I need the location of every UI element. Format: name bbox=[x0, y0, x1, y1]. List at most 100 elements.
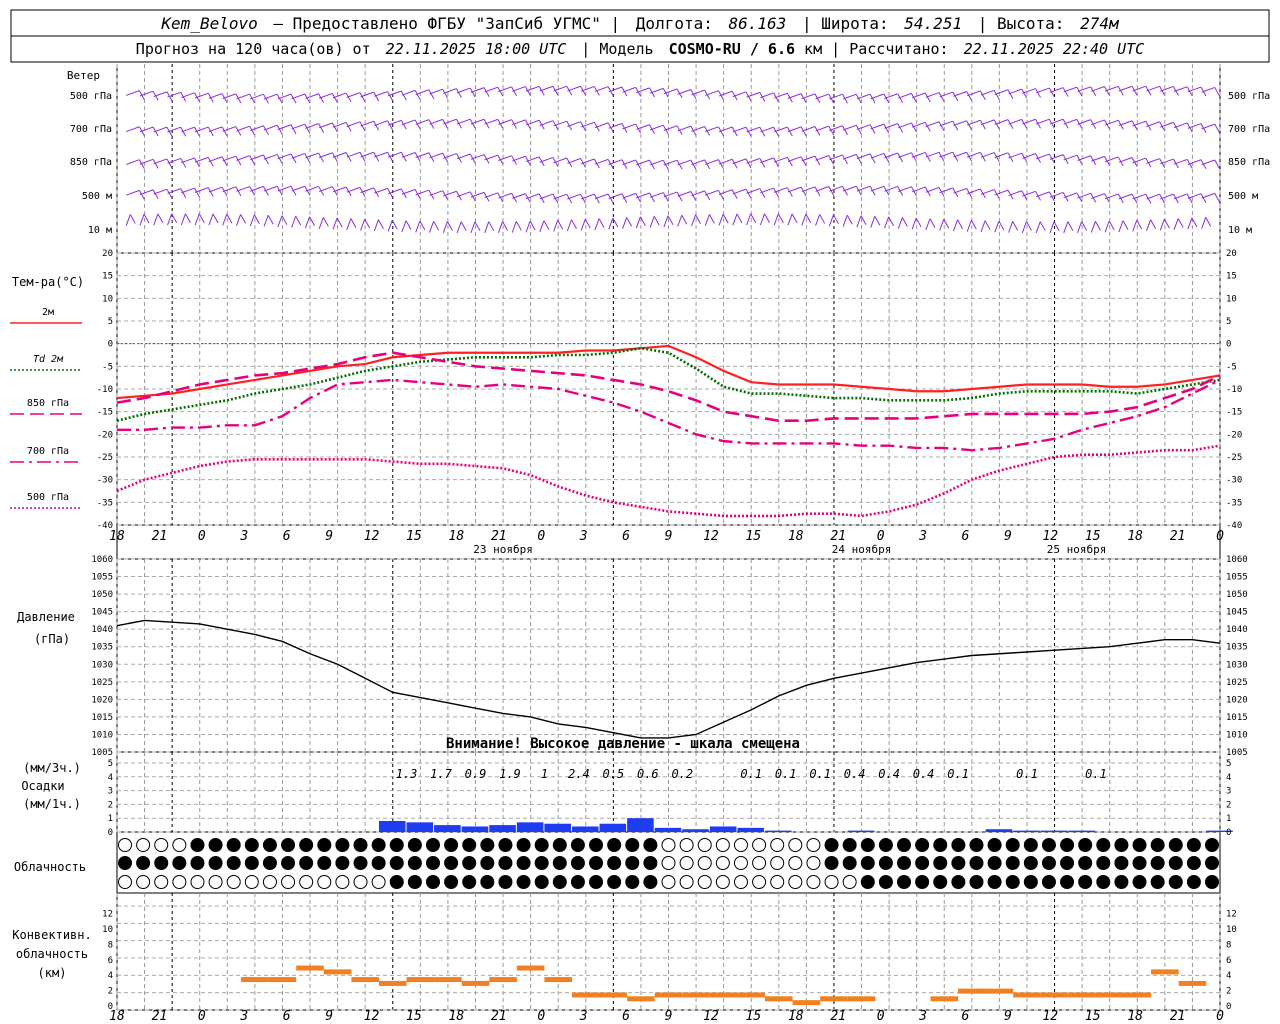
pressure-ytick: 1025 bbox=[91, 678, 113, 688]
precip-plot: 1.3 1.7 0.9 1.9 1 2.4 0.5 0.6 0.2 0.1 0.1 0.1 0.4 0.4… bbox=[378, 767, 1233, 832]
wind-barb bbox=[139, 189, 159, 200]
wind-barb bbox=[277, 124, 297, 134]
wind-barb bbox=[760, 187, 780, 198]
cloud-icon bbox=[897, 856, 912, 870]
wind-barb bbox=[718, 189, 738, 199]
wind-barb bbox=[580, 218, 591, 231]
time-tick: 12 bbox=[1042, 529, 1058, 544]
wind-barb bbox=[856, 124, 876, 134]
wind-barb bbox=[967, 90, 986, 101]
wind-barb bbox=[126, 159, 145, 169]
precip-3h-unit: (мм/3ч.) bbox=[23, 761, 81, 775]
conv-hgrid bbox=[117, 905, 1220, 1011]
cloud-icon bbox=[1114, 875, 1129, 889]
cloud-icon bbox=[770, 875, 785, 889]
time-tick: 21 bbox=[1170, 1009, 1186, 1024]
wind-barb bbox=[746, 188, 766, 198]
wind-level-label: 500 гПа bbox=[70, 91, 112, 102]
cloud-icon bbox=[335, 856, 350, 870]
temp-ytick-right: -5 bbox=[1226, 362, 1237, 372]
cloud-icon bbox=[1041, 875, 1056, 889]
cloud-icon bbox=[425, 856, 440, 870]
wind-barb bbox=[236, 214, 247, 226]
wind-barb bbox=[939, 91, 959, 102]
cloud-icon bbox=[1168, 856, 1183, 870]
cloud-icon bbox=[643, 856, 658, 870]
temp-series-line bbox=[117, 378, 1221, 452]
wind-barb bbox=[1132, 219, 1143, 232]
wind-barb bbox=[1021, 221, 1032, 234]
wind-barb bbox=[980, 220, 991, 233]
cloud-icon bbox=[715, 856, 730, 870]
pressure-ytick-right: 1040 bbox=[1226, 625, 1248, 635]
wind-barb bbox=[663, 191, 683, 202]
wind-barb bbox=[994, 119, 1014, 129]
temp-ytick: -25 bbox=[97, 453, 113, 463]
cloud-icon bbox=[498, 856, 513, 870]
cloud-icon bbox=[860, 856, 875, 870]
cloud-icon bbox=[788, 875, 803, 889]
cloud-icon bbox=[625, 856, 640, 870]
cloud-icon bbox=[661, 856, 676, 870]
cloud-icon bbox=[625, 875, 640, 889]
time-axis-bottom: 18 21 0 3 6 9 12 15 18 21 0 3 6 9 12 15 18 21 0 3 6 9 12 15 18 21… bbox=[109, 1009, 1224, 1024]
cloud-icon bbox=[136, 856, 151, 870]
wind-barb bbox=[1077, 221, 1088, 233]
precip-ytick: 0 bbox=[108, 828, 113, 838]
pressure-ytick: 1015 bbox=[91, 713, 113, 723]
cloud-icon bbox=[788, 856, 803, 870]
conv-bar bbox=[985, 988, 1014, 994]
pressure-plot bbox=[116, 619, 1221, 739]
precip-bar bbox=[461, 826, 489, 832]
temp-ytick: 10 bbox=[102, 294, 113, 304]
conv-bar bbox=[378, 980, 407, 986]
wind-barb bbox=[415, 220, 426, 233]
legend-label: 850 гПа bbox=[27, 398, 69, 409]
cloud-icon bbox=[878, 856, 893, 870]
wind-barb bbox=[401, 89, 421, 100]
wind-barb bbox=[1091, 86, 1110, 96]
wind-barb bbox=[1173, 193, 1193, 204]
wind-barb bbox=[856, 215, 867, 228]
wind-barb bbox=[815, 155, 835, 165]
wind-barb bbox=[374, 120, 393, 131]
cloud-icon bbox=[552, 856, 567, 870]
precip-label: 1.3 bbox=[396, 767, 418, 781]
conv-bar bbox=[1151, 969, 1179, 975]
cloud-icon bbox=[262, 838, 277, 852]
wind-barb bbox=[429, 88, 449, 99]
wind-barb bbox=[870, 216, 881, 228]
cloud-icon bbox=[1078, 856, 1093, 870]
cloud-icon bbox=[589, 838, 604, 852]
wind-barb bbox=[511, 221, 522, 233]
model-unit: км | Рассчитано: bbox=[804, 40, 949, 58]
precip-bar bbox=[847, 830, 875, 832]
conv-bar bbox=[516, 965, 545, 971]
cloud-icon bbox=[371, 838, 386, 852]
wind-barb bbox=[980, 119, 1000, 130]
alt-value: 274м bbox=[1080, 14, 1120, 33]
wind-barb bbox=[387, 119, 407, 130]
wind-barb bbox=[1063, 221, 1074, 234]
precip-title: Осадки bbox=[21, 779, 64, 793]
wind-barb bbox=[1008, 221, 1019, 233]
conv-ytick: 0 bbox=[108, 1002, 113, 1012]
cloud-icon bbox=[679, 875, 694, 889]
cloud-icon bbox=[552, 875, 567, 889]
legend-label: 500 гПа bbox=[27, 492, 69, 503]
wind-barb bbox=[1104, 220, 1115, 233]
cloud-icon bbox=[172, 875, 187, 889]
wind-barb bbox=[760, 157, 780, 168]
cloud-icon bbox=[281, 875, 296, 889]
time-tick: 3 bbox=[239, 529, 248, 544]
time-tick: 6 bbox=[283, 1009, 291, 1024]
cloud-icon bbox=[969, 875, 984, 889]
time-tick: 21 bbox=[491, 1009, 507, 1024]
cloud-icon bbox=[244, 856, 259, 870]
wind-barb bbox=[305, 123, 325, 133]
cloud-icon bbox=[897, 875, 912, 889]
time-tick: 6 bbox=[622, 529, 630, 544]
cloud-icon bbox=[643, 838, 658, 852]
wind-barb bbox=[208, 156, 228, 167]
